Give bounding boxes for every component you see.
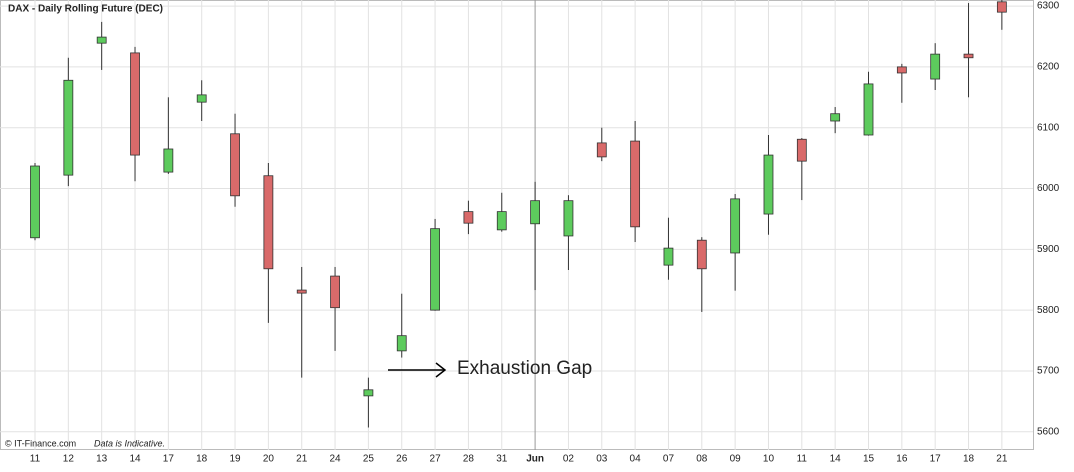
body-down (230, 133, 240, 197)
x-tick-label: 25 (363, 454, 375, 465)
annotation-arrowhead (435, 362, 447, 378)
body-up (863, 83, 874, 136)
y-tick-label: 5800 (1037, 305, 1060, 316)
body-down (963, 53, 974, 59)
body-down (630, 140, 641, 228)
x-tick-label: 21 (996, 454, 1008, 465)
x-tick-label: 11 (797, 454, 808, 465)
body-up (163, 148, 174, 173)
x-tick-label: 14 (129, 454, 141, 465)
x-tick-label: 13 (96, 454, 108, 465)
x-tick-label: 28 (463, 454, 475, 465)
body-up (196, 94, 207, 103)
body-down (896, 66, 907, 74)
body-down (463, 211, 474, 224)
body-up (496, 211, 507, 231)
source: © IT-Finance.com (5, 438, 76, 448)
x-tick-label: 21 (296, 454, 308, 465)
y-tick-label: 5600 (1037, 426, 1060, 437)
body-down (996, 1, 1007, 13)
x-tick-label: 26 (396, 454, 408, 465)
body-down (796, 138, 807, 162)
x-tick-label: 09 (730, 454, 742, 465)
x-tick-label: 19 (229, 454, 241, 465)
body-up (930, 53, 941, 80)
x-tick-label: 03 (596, 454, 608, 465)
x-tick-label: 11 (30, 454, 41, 465)
note: Data is Indicative. (94, 438, 165, 448)
x-tick-label: 04 (630, 454, 642, 465)
x-tick-label: 14 (830, 454, 842, 465)
x-tick-label: 24 (329, 454, 341, 465)
body-up (763, 154, 774, 215)
x-tick-label: 17 (930, 454, 942, 465)
x-tick-label: 08 (696, 454, 708, 465)
body-up (430, 228, 440, 311)
body-up (563, 200, 574, 237)
x-tick-label: 27 (430, 454, 442, 465)
x-tick-label: 17 (163, 454, 175, 465)
y-tick-label: 6300 (1037, 1, 1060, 12)
body-up (63, 79, 74, 176)
x-tick-label: 18 (196, 454, 208, 465)
x-tick-label: 15 (863, 454, 875, 465)
x-tick-label: 18 (963, 454, 975, 465)
body-down (330, 275, 340, 309)
y-tick-label: 5700 (1037, 366, 1060, 377)
annotation: Exhaustion Gap (457, 358, 592, 379)
y-tick-label: 6000 (1037, 183, 1060, 194)
body-up (396, 335, 407, 352)
plot-frame (0, 0, 1034, 450)
y-tick-label: 5900 (1037, 244, 1060, 255)
x-tick-label: 20 (263, 454, 275, 465)
body-up (830, 113, 841, 122)
y-tick-label: 6100 (1037, 122, 1060, 133)
body-down (296, 289, 307, 294)
body-up (363, 389, 374, 397)
x-tick-label: 31 (496, 454, 508, 465)
x-tick-label: 12 (63, 454, 75, 465)
body-up (530, 200, 540, 225)
x-tick-label: Jun (526, 454, 544, 465)
x-tick-label: 10 (763, 454, 775, 465)
chart-title: DAX - Daily Rolling Future (DEC) (8, 4, 163, 15)
body-up (663, 247, 674, 266)
body-down (696, 239, 707, 270)
x-tick-label: 16 (896, 454, 908, 465)
body-down (130, 52, 140, 156)
x-tick-label: 07 (663, 454, 675, 465)
body-up (30, 165, 40, 239)
y-tick-label: 6200 (1037, 62, 1060, 73)
candles (30, 0, 1007, 428)
body-down (596, 142, 607, 158)
body-up (96, 36, 107, 44)
body-up (730, 198, 741, 254)
body-down (263, 175, 274, 270)
x-tick-label: 02 (563, 454, 575, 465)
